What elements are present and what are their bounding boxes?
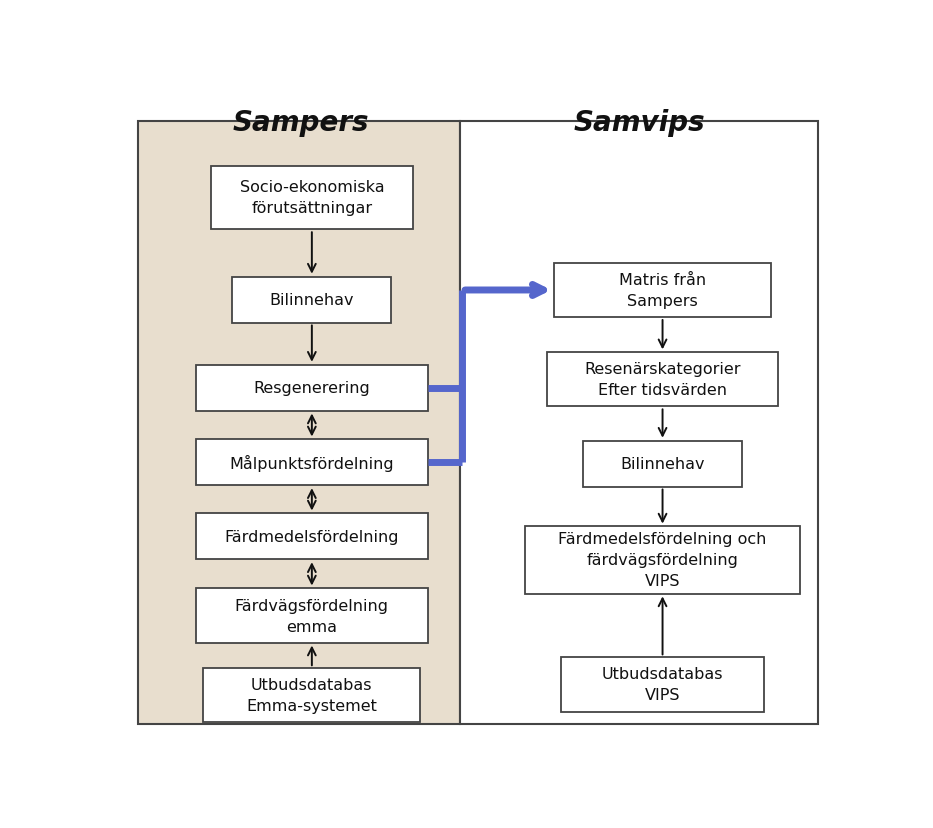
FancyBboxPatch shape <box>196 365 427 412</box>
Text: Färdvägsfördelning
emma: Färdvägsfördelning emma <box>235 598 389 633</box>
FancyBboxPatch shape <box>211 166 413 230</box>
FancyBboxPatch shape <box>554 263 771 318</box>
FancyBboxPatch shape <box>196 513 427 560</box>
Text: Sampers: Sampers <box>232 109 369 137</box>
Text: Matris från
Sampers: Matris från Sampers <box>619 272 706 309</box>
FancyBboxPatch shape <box>196 440 427 486</box>
FancyBboxPatch shape <box>232 277 392 323</box>
Text: Socio-ekonomiska
förutsättningar: Socio-ekonomiska förutsättningar <box>240 181 384 216</box>
Text: Färdmedelsfördelning och
färdvägsfördelning
VIPS: Färdmedelsfördelning och färdvägsfördeln… <box>558 532 767 589</box>
Text: Bilinnehav: Bilinnehav <box>270 293 355 308</box>
FancyBboxPatch shape <box>525 527 800 594</box>
FancyBboxPatch shape <box>583 441 742 487</box>
Text: Resgenerering: Resgenerering <box>254 381 370 396</box>
Bar <box>138 122 460 724</box>
Text: Utbudsdatabas
Emma-systemet: Utbudsdatabas Emma-systemet <box>246 677 377 714</box>
Text: Resenärskategorier
Efter tidsvärden: Resenärskategorier Efter tidsvärden <box>584 362 741 398</box>
Text: Bilinnehav: Bilinnehav <box>620 456 704 471</box>
FancyBboxPatch shape <box>196 589 427 643</box>
Text: Färdmedelsfördelning: Färdmedelsfördelning <box>225 529 399 544</box>
Text: Målpunktsfördelning: Målpunktsfördelning <box>230 455 394 471</box>
Text: Utbudsdatabas
VIPS: Utbudsdatabas VIPS <box>602 667 723 703</box>
Text: Samvips: Samvips <box>574 109 705 137</box>
Bar <box>460 122 818 724</box>
FancyBboxPatch shape <box>547 353 778 407</box>
FancyBboxPatch shape <box>203 668 421 723</box>
FancyBboxPatch shape <box>562 657 764 712</box>
